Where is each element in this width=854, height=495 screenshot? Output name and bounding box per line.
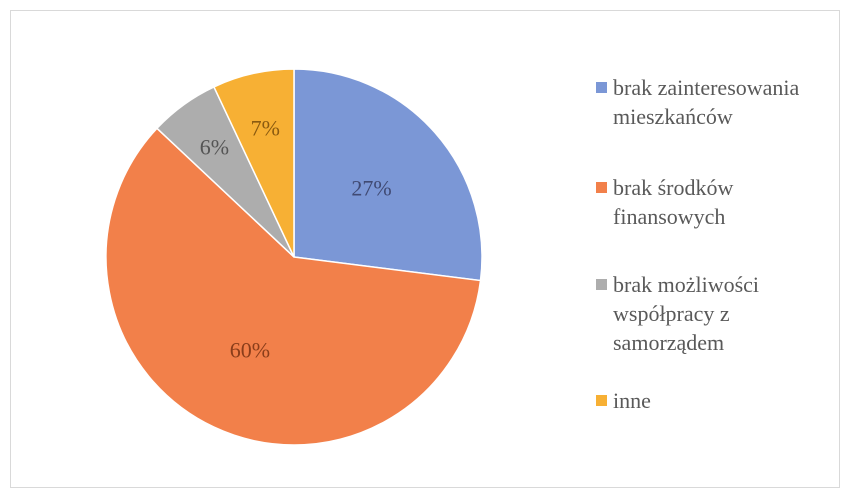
legend-item: brak zainteresowania mieszkańców bbox=[596, 73, 836, 173]
legend: brak zainteresowania mieszkańców brak śr… bbox=[596, 73, 836, 416]
legend-label-line: inne bbox=[613, 388, 651, 413]
legend-item: inne bbox=[596, 386, 836, 416]
legend-label-line: finansowych bbox=[613, 204, 726, 229]
legend-item: brak możliwości współpracy z samorządem bbox=[596, 270, 836, 386]
legend-label-line: współpracy z bbox=[613, 301, 730, 326]
legend-label-line: brak możliwości bbox=[613, 272, 760, 297]
data-label: 6% bbox=[200, 134, 229, 159]
pie-chart: 27% 60% 6% 7% bbox=[105, 68, 483, 446]
data-label: 27% bbox=[351, 176, 391, 201]
pie-slice bbox=[105, 127, 482, 446]
legend-swatch bbox=[596, 395, 607, 406]
legend-label-line: brak środków bbox=[613, 175, 734, 200]
legend-label-line: mieszkańców bbox=[613, 104, 733, 129]
data-label: 7% bbox=[251, 116, 280, 141]
legend-swatch bbox=[596, 279, 607, 290]
pie-slice bbox=[212, 68, 295, 258]
legend-swatch bbox=[596, 82, 607, 93]
legend-label-line: samorządem bbox=[613, 330, 725, 355]
legend-swatch bbox=[596, 182, 607, 193]
legend-item: brak środków finansowych bbox=[596, 173, 836, 270]
data-label: 60% bbox=[230, 338, 270, 363]
pie-slice bbox=[293, 68, 483, 282]
chart-area: 27% 60% 6% 7% brak zainteresowania mieszkań… bbox=[10, 10, 840, 488]
legend-label-line: brak zainteresowania bbox=[613, 75, 800, 100]
